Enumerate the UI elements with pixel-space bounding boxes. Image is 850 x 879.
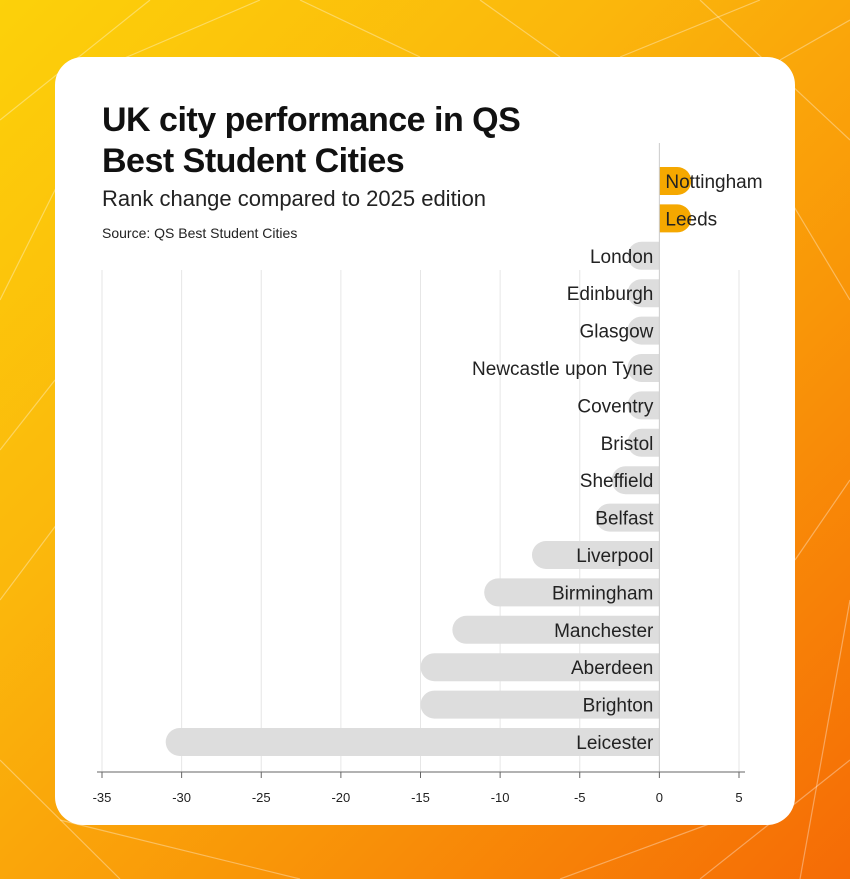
x-tick-label: -5 <box>574 790 586 805</box>
background-line <box>59 819 301 879</box>
x-tick-label: 0 <box>656 790 663 805</box>
background-line <box>299 0 421 58</box>
bar-label: Birmingham <box>552 583 653 604</box>
bar-label: Liverpool <box>576 546 653 567</box>
bar-brighton <box>420 690 660 719</box>
bar-leicester <box>165 728 660 756</box>
chart-source: Source: QS Best Student Cities <box>102 225 298 241</box>
bar-label: Bristol <box>601 434 654 455</box>
bar-label: London <box>590 247 653 268</box>
bar-label: Manchester <box>554 621 654 642</box>
x-tick-label: -20 <box>331 790 350 805</box>
bar-label: Brighton <box>583 696 654 717</box>
bar-label: Edinburgh <box>567 284 654 305</box>
chart-subtitle: Rank change compared to 2025 edition <box>102 186 487 211</box>
bar-label: Leicester <box>576 733 654 754</box>
bar-edinburgh <box>627 279 660 308</box>
bar-glasgow <box>627 316 660 345</box>
x-tick-label: -25 <box>252 790 271 805</box>
bar-nottingham <box>659 167 692 195</box>
background-line <box>559 819 721 879</box>
x-tick-label: -30 <box>172 790 191 805</box>
bar-label: Leeds <box>665 209 717 230</box>
bar-label: Sheffield <box>580 471 654 492</box>
bar-london <box>627 241 660 270</box>
bar-label: Coventry <box>577 396 654 417</box>
bar-belfast <box>595 503 660 532</box>
background-line <box>794 479 850 561</box>
bar-liverpool <box>531 541 660 569</box>
bar-newcastle-upon-tyne <box>627 354 660 382</box>
bar-bristol <box>627 428 660 457</box>
bar-manchester <box>452 615 660 644</box>
bar-leeds <box>659 204 692 233</box>
bar-coventry <box>627 391 660 420</box>
background-line <box>119 0 261 61</box>
background-line <box>799 599 850 879</box>
bar-label: Belfast <box>595 509 654 530</box>
bar-aberdeen <box>420 653 660 682</box>
background-line <box>779 19 850 61</box>
x-tick-label: -10 <box>491 790 510 805</box>
background-line <box>0 519 61 601</box>
background-line <box>789 199 850 301</box>
bar-sheffield <box>611 466 660 495</box>
bar-label: Aberdeen <box>571 658 653 679</box>
x-tick-label: -15 <box>411 790 430 805</box>
x-tick-label: -35 <box>93 790 112 805</box>
bar-label: Nottingham <box>665 172 762 193</box>
background-line <box>0 379 56 451</box>
bar-label: Newcastle upon Tyne <box>472 359 653 380</box>
background-line <box>619 0 761 58</box>
background-line <box>479 0 561 58</box>
chart-title: UK city performance in QS Best Student C… <box>102 101 521 180</box>
bar-birmingham <box>484 578 660 607</box>
background-line <box>0 759 121 879</box>
x-tick-label: 5 <box>735 790 742 805</box>
bar-label: Glasgow <box>579 322 653 343</box>
